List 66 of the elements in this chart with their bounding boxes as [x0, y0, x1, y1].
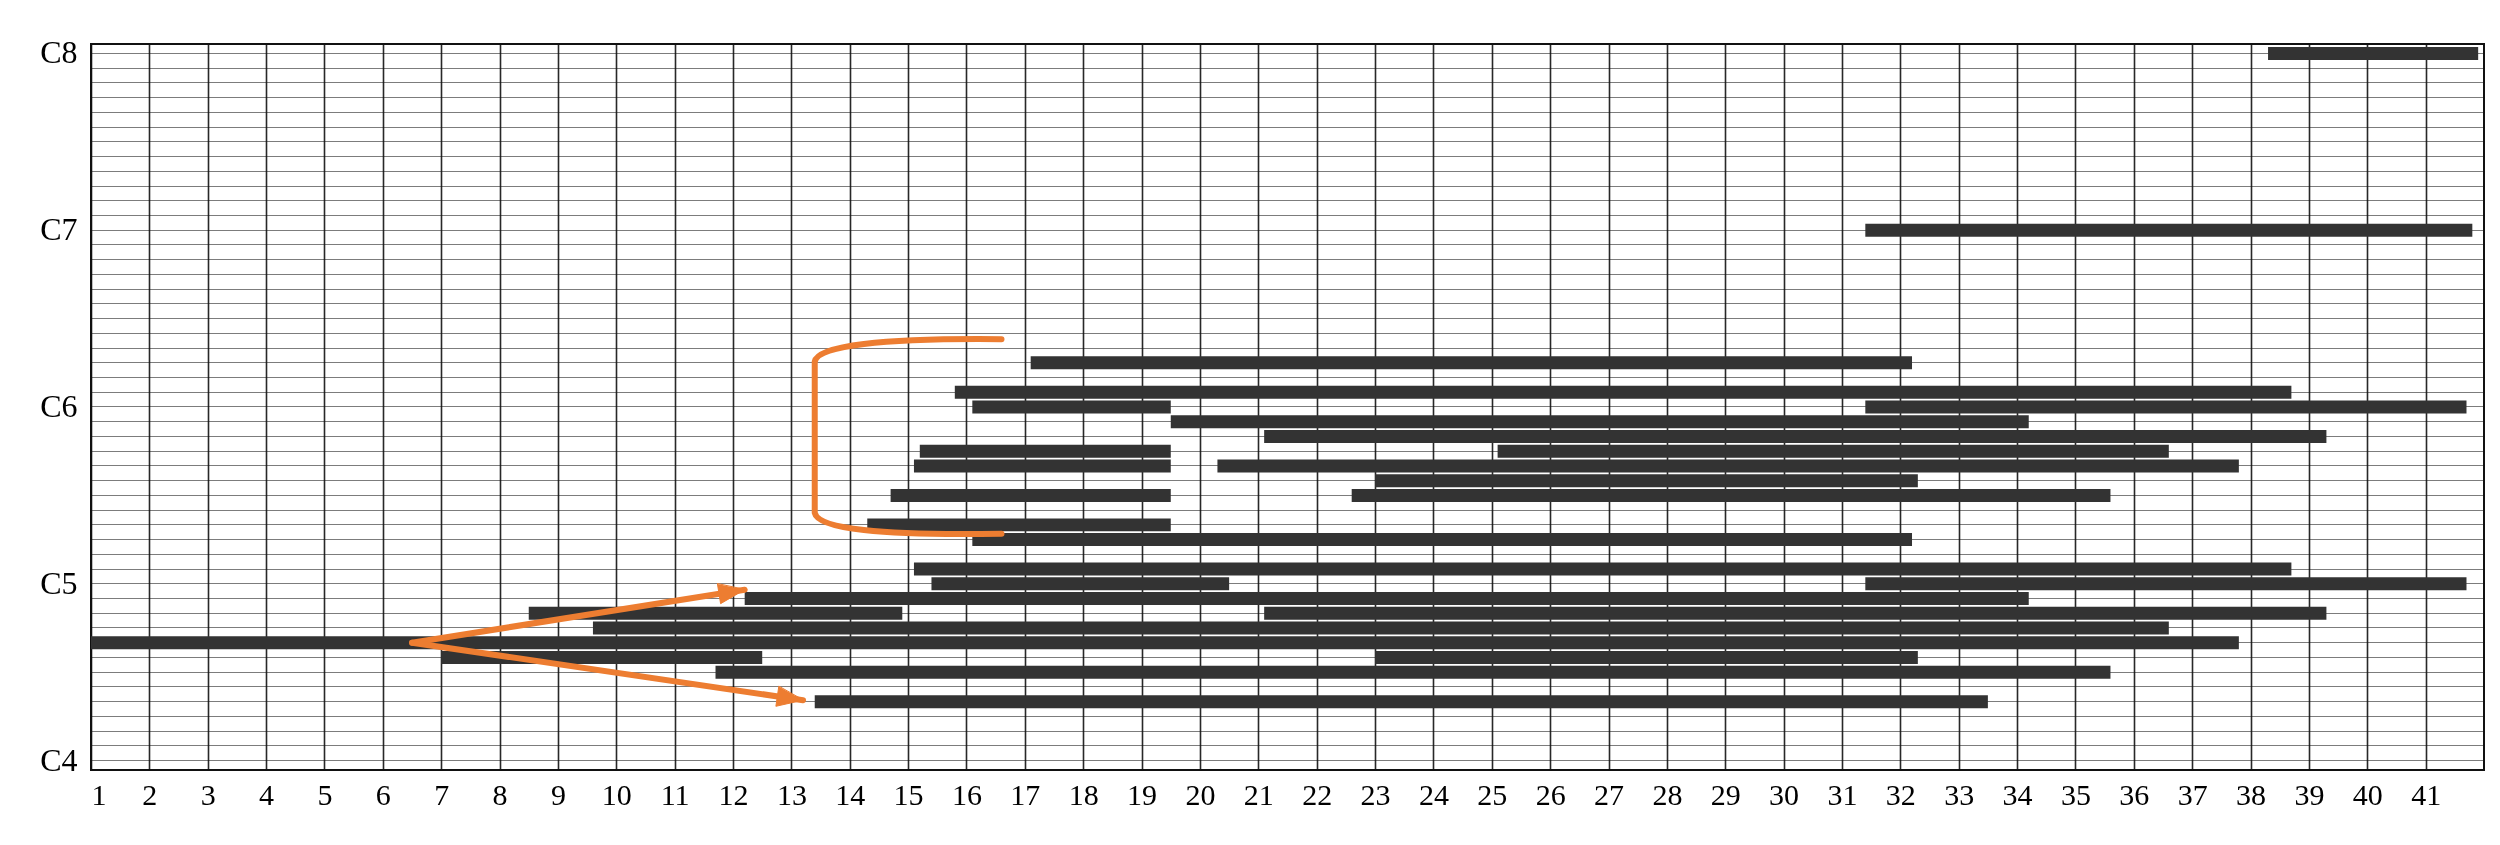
y-tick-label: C4	[40, 741, 78, 778]
x-tick-label: 17	[1010, 777, 1041, 811]
y-tick-label: C5	[40, 564, 78, 601]
x-tick-label: 1	[91, 777, 107, 811]
bar	[715, 665, 2111, 679]
x-tick-label: 23	[1360, 777, 1391, 811]
x-tick-label: 32	[1885, 777, 1916, 811]
x-tick-label: 3	[200, 777, 216, 811]
bar	[1375, 474, 1918, 488]
bar	[744, 592, 2029, 605]
x-tick-label: 10	[601, 777, 632, 811]
bar	[592, 621, 2169, 635]
x-tick-label: 37	[2177, 777, 2208, 811]
y-tick-label: C8	[40, 34, 78, 71]
x-tick-label: 18	[1068, 777, 1099, 811]
x-tick-label: 15	[893, 777, 924, 811]
bar	[954, 385, 2292, 399]
x-tick-label: 38	[2236, 777, 2267, 811]
bar	[814, 695, 1988, 709]
bar	[1264, 606, 2327, 620]
x-tick-label: 5	[317, 777, 333, 811]
x-tick-label: 24	[1418, 777, 1449, 811]
x-tick-label: 21	[1243, 777, 1274, 811]
x-tick-label: 4	[259, 777, 275, 811]
x-tick-label: 8	[492, 777, 508, 811]
x-tick-label: 40	[2352, 777, 2383, 811]
bar	[1865, 223, 2473, 237]
x-tick-label: 25	[1477, 777, 1508, 811]
x-tick-label: 41	[2411, 777, 2442, 811]
x-tick-label: 13	[776, 777, 807, 811]
bar	[91, 636, 2239, 650]
x-tick-label: 19	[1127, 777, 1158, 811]
x-tick-label: 26	[1535, 777, 1566, 811]
y-tick-label: C6	[40, 388, 78, 424]
x-tick-label: 33	[1944, 777, 1975, 811]
bar	[867, 518, 1171, 532]
x-tick-label: 30	[1769, 777, 1800, 811]
x-tick-label: 34	[2002, 777, 2033, 811]
x-tick-label: 31	[1827, 777, 1858, 811]
x-tick-label: 2	[142, 777, 158, 811]
bar	[1375, 650, 1918, 664]
bar	[1030, 356, 1913, 370]
bar	[1264, 429, 2327, 443]
bar	[1865, 400, 2467, 414]
bar	[2268, 46, 2479, 60]
x-tick-label: 14	[835, 777, 866, 811]
x-tick-label: 36	[2119, 777, 2150, 811]
x-tick-label: 11	[660, 777, 690, 811]
x-tick-label: 9	[550, 777, 566, 811]
x-tick-label: 28	[1652, 777, 1683, 811]
x-tick-label: 29	[1710, 777, 1741, 811]
x-tick-label: 6	[375, 777, 391, 811]
bar	[972, 533, 1913, 547]
bar	[890, 488, 1171, 502]
bar	[1351, 488, 2111, 502]
x-tick-label: 7	[434, 777, 450, 811]
x-tick-label: 35	[2060, 777, 2091, 811]
bar	[972, 400, 1171, 414]
x-tick-label: 27	[1594, 777, 1625, 811]
x-tick-label: 20	[1185, 777, 1216, 811]
x-tick-label: 39	[2294, 777, 2325, 811]
y-tick-label: C7	[40, 211, 78, 248]
x-tick-label: 22	[1302, 777, 1333, 811]
bar	[1170, 415, 2029, 429]
x-tick-label: 12	[718, 777, 749, 811]
x-tick-label: 16	[951, 777, 982, 811]
